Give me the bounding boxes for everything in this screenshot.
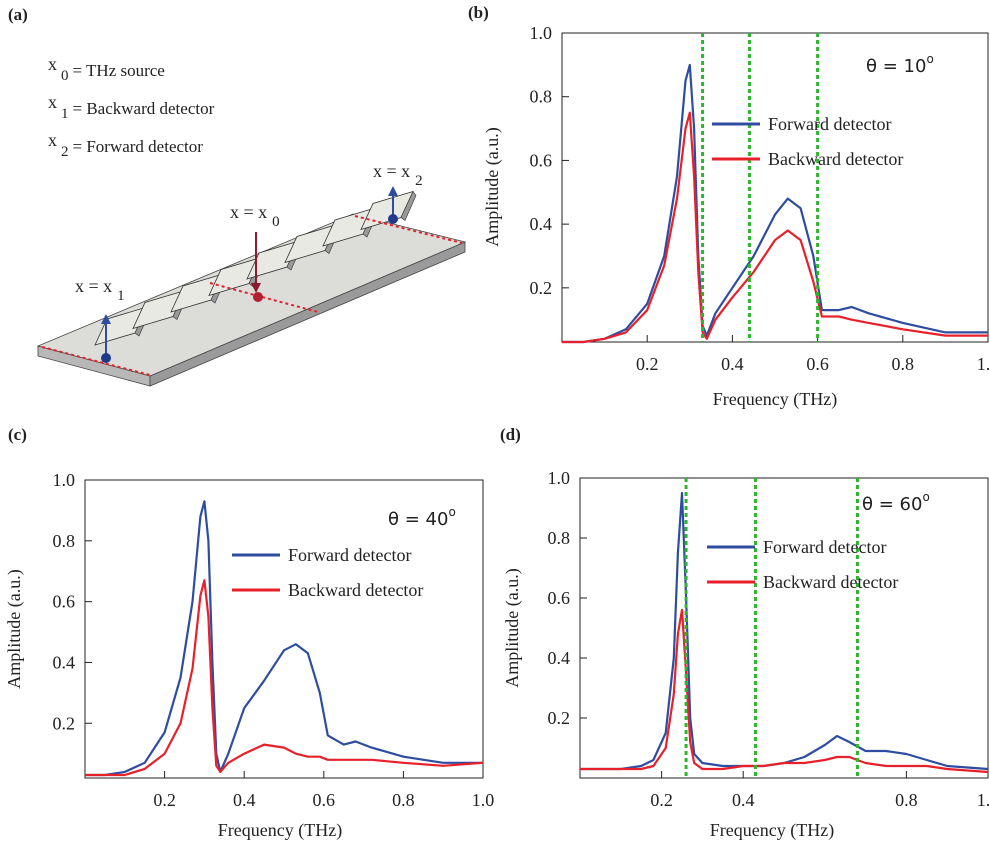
panel-label: (a) bbox=[8, 5, 28, 24]
marker-label: x = x 0 bbox=[230, 202, 280, 230]
y-tick-label: 0.2 bbox=[530, 278, 553, 298]
x-tick-label: 0.6 bbox=[313, 790, 336, 810]
legend-label: Backward detector bbox=[288, 580, 423, 600]
subscript: 0 bbox=[61, 68, 69, 84]
x-tick-label: 1.0 bbox=[472, 790, 495, 810]
annotation-text: θ = 60 bbox=[862, 494, 922, 515]
panel-label: (c) bbox=[8, 425, 27, 444]
x-tick-label: 0.4 bbox=[721, 354, 744, 374]
detector-line bbox=[41, 346, 151, 376]
panel-label: (d) bbox=[500, 425, 521, 444]
chart: (b) 0.2 0.4 0.6 0.8 1.0 0.2 0.4 0.6 0.8 1.0 Frequen… bbox=[468, 3, 990, 410]
y-axis-label: Amplitude (a.u.) bbox=[502, 568, 523, 687]
detector-point bbox=[101, 353, 111, 363]
definition-text: = Backward detector bbox=[73, 99, 215, 118]
annotation-text: θ = 10 bbox=[866, 56, 926, 77]
y-tick-label: 0.8 bbox=[53, 531, 76, 551]
marker-text: x = x bbox=[373, 161, 410, 181]
x-tick-label: 0.2 bbox=[153, 790, 176, 810]
legend-label: Forward detector bbox=[763, 537, 886, 557]
definition: x2 = Forward detector bbox=[48, 130, 203, 160]
x-axis-label: Frequency (THz) bbox=[710, 820, 834, 841]
x-tick-label: 0.8 bbox=[895, 790, 918, 810]
marker-label: x = x 2 bbox=[373, 161, 423, 189]
y-tick-label: 0.4 bbox=[53, 652, 76, 672]
x-tick-label: 0.8 bbox=[392, 790, 415, 810]
marker-text: x = x bbox=[75, 276, 112, 296]
detector-line bbox=[354, 215, 463, 244]
y-tick-label: 1.0 bbox=[53, 470, 76, 490]
definition-text: = Forward detector bbox=[73, 137, 204, 156]
legend-label: Backward detector bbox=[763, 572, 898, 592]
definition: x1 = Backward detector bbox=[48, 92, 215, 122]
series-line bbox=[580, 491, 989, 771]
marker-text: x = x bbox=[230, 202, 267, 222]
series-line bbox=[85, 579, 484, 777]
x-tick-label: 1.0 bbox=[977, 354, 990, 374]
plot-frame bbox=[579, 477, 989, 779]
x-tick-label: 0.4 bbox=[233, 790, 256, 810]
plot-frame bbox=[561, 32, 989, 343]
x-tick-label: 0.2 bbox=[636, 354, 659, 374]
marker-label: x = x 1 bbox=[75, 276, 125, 304]
annotation-sup: o bbox=[922, 490, 929, 504]
definition-text: = THz source bbox=[73, 61, 165, 80]
series-line bbox=[580, 608, 989, 774]
x-tick-label: 0.8 bbox=[892, 354, 915, 374]
y-tick-label: 0.6 bbox=[53, 592, 76, 612]
annotation: θ = 10o bbox=[866, 52, 934, 77]
x-tick-label: 0.6 bbox=[806, 354, 829, 374]
y-tick-label: 1.0 bbox=[548, 468, 571, 488]
y-tick-label: 0.4 bbox=[548, 648, 571, 668]
definition: x0 = THz source bbox=[48, 54, 165, 84]
y-tick-label: 0.6 bbox=[548, 588, 571, 608]
legend-label: Forward detector bbox=[288, 545, 411, 565]
subscript: 0 bbox=[272, 214, 280, 230]
subscript: 2 bbox=[61, 144, 69, 160]
x-tick-label: 0.2 bbox=[650, 790, 673, 810]
series-line bbox=[562, 63, 988, 344]
arrow-head bbox=[388, 186, 398, 196]
chart: (d) 0.2 0.4 0.6 0.8 1.0 0.2 0.4 0.8 1.0 Frequency … bbox=[500, 425, 990, 841]
plot-frame bbox=[84, 479, 484, 779]
y-axis-label: Amplitude (a.u.) bbox=[482, 127, 503, 246]
subscript: 2 bbox=[415, 173, 423, 189]
fin-side bbox=[400, 190, 417, 221]
annotation-text: θ = 40 bbox=[388, 509, 448, 530]
panel-label: (b) bbox=[468, 3, 489, 22]
x-axis-label: Frequency (THz) bbox=[713, 389, 837, 410]
y-tick-label: 0.4 bbox=[530, 214, 553, 234]
x-tick-label: 1.0 bbox=[977, 790, 990, 810]
x-axis-label: Frequency (THz) bbox=[218, 820, 342, 841]
variable: x bbox=[48, 92, 57, 112]
y-tick-label: 0.8 bbox=[530, 87, 553, 107]
detector-point bbox=[388, 214, 398, 224]
chart: (c) 0.2 0.4 0.6 0.8 1.0 0.2 0.4 0.6 0.8 1.0 Frequen… bbox=[4, 425, 494, 841]
annotation-sup: o bbox=[448, 505, 455, 519]
source-line bbox=[209, 282, 319, 313]
variable: x bbox=[48, 54, 57, 74]
y-tick-label: 0.6 bbox=[530, 150, 553, 170]
subscript: 1 bbox=[61, 106, 69, 122]
variable: x bbox=[48, 130, 57, 150]
source-point bbox=[253, 292, 263, 302]
y-tick-label: 0.2 bbox=[53, 713, 76, 733]
series-line bbox=[85, 500, 483, 777]
legend-label: Backward detector bbox=[768, 149, 903, 169]
y-tick-label: 0.2 bbox=[548, 708, 571, 728]
y-tick-label: 1.0 bbox=[530, 23, 553, 43]
series-line bbox=[562, 111, 988, 344]
legend-label: Forward detector bbox=[768, 114, 891, 134]
arrow-head bbox=[101, 314, 111, 324]
annotation: θ = 40o bbox=[388, 505, 456, 530]
x-tick-label: 0.4 bbox=[732, 790, 755, 810]
annotation: θ = 60o bbox=[862, 490, 930, 515]
arrow-head bbox=[251, 283, 261, 293]
subscript: 1 bbox=[117, 288, 125, 304]
y-axis-label: Amplitude (a.u.) bbox=[4, 569, 25, 688]
annotation-sup: o bbox=[926, 52, 933, 66]
y-tick-label: 0.8 bbox=[548, 528, 571, 548]
